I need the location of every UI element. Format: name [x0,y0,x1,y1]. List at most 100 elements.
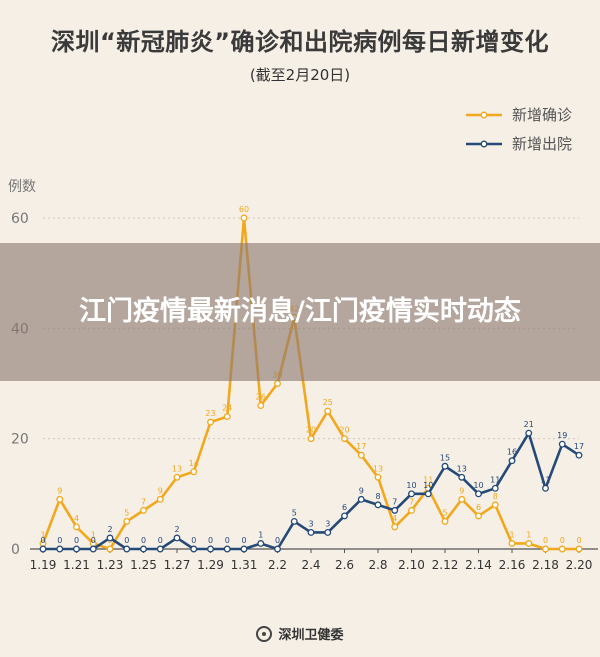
data-label: 20 [306,426,316,435]
data-label: 1 [526,530,531,539]
data-label: 17 [356,442,366,451]
data-point [207,545,214,553]
data-point [324,407,332,415]
data-point [173,534,181,542]
y-tick-label: 0 [11,542,20,558]
data-point [156,495,164,503]
x-tick-label: 2.20 [566,558,593,572]
data-label: 1 [258,530,263,539]
data-point [257,540,265,547]
data-label: 25 [323,398,333,407]
headline-text: 江门疫情最新消息/江门疫情实时动态 [79,296,521,327]
data-label: 0 [74,536,79,545]
data-label: 0 [191,536,196,545]
data-point [39,545,47,553]
data-point [106,545,114,553]
data-point [374,501,382,509]
data-point [374,473,382,481]
data-label: 3 [325,519,330,528]
data-label: 4 [392,514,397,523]
data-point [491,501,499,509]
data-label: 5 [292,508,297,517]
data-label: 8 [493,492,498,501]
data-label: 5 [442,508,447,517]
y-axis-label: 例数 [8,179,36,195]
x-tick-label: 2.4 [301,558,320,572]
data-point [123,517,131,525]
data-point [391,523,399,531]
data-label: 2 [107,525,112,534]
data-label: 0 [57,536,62,545]
source-footer: 深圳卫健委 [0,624,600,643]
data-point [525,429,533,437]
data-point [56,545,64,553]
data-label: 7 [141,497,146,506]
x-tick-label: 2.12 [432,558,459,572]
data-point [240,214,248,222]
data-point [542,484,549,492]
data-label: 23 [205,409,215,418]
data-label: 2 [174,525,179,534]
data-point [542,545,549,553]
data-point [357,495,365,503]
x-tick-label: 2.10 [398,558,425,572]
x-tick-label: 1.31 [231,558,258,572]
data-point [190,468,198,476]
data-label: 6 [342,503,347,512]
data-point [123,545,131,553]
data-point [424,490,432,498]
data-point [274,545,281,553]
data-label: 15 [440,453,450,462]
data-label: 13 [457,464,467,473]
x-tick-label: 2.6 [335,558,354,572]
data-label: 16 [507,448,517,457]
data-point [391,506,399,514]
data-point [408,506,415,514]
data-point [441,462,449,470]
data-point [357,451,365,459]
data-point [190,545,198,553]
data-point [575,545,583,553]
health-commission-logo-icon [256,625,273,642]
data-label: 0 [560,536,565,545]
data-label: 7 [409,497,414,506]
legend-marker [480,111,488,119]
chart-subtitle: (截至2月20日) [249,66,351,84]
data-point [441,517,449,525]
data-label: 0 [158,536,163,545]
data-point [223,545,231,553]
data-point [508,457,516,465]
data-point [458,473,466,481]
data-label: 11 [540,475,550,484]
legend-label: 新增出院 [512,135,572,153]
data-label: 20 [339,426,349,435]
x-tick-label: 1.29 [197,558,224,572]
data-label: 9 [459,486,464,495]
data-point [475,490,482,498]
data-label: 11 [423,475,433,484]
data-label: 9 [359,486,364,495]
data-label: 13 [172,464,182,473]
data-label: 0 [275,536,280,545]
data-label: 1 [509,530,514,539]
data-point [140,506,147,514]
x-tick-label: 1.21 [63,558,90,572]
data-label: 11 [490,475,500,484]
data-label: 1 [91,530,96,539]
data-label: 8 [375,492,380,501]
x-tick-label: 1.23 [97,558,124,572]
y-tick-label: 20 [11,432,29,448]
x-tick-label: 2.2 [268,558,287,572]
data-label: 21 [524,420,534,429]
data-point [458,495,466,503]
data-point [240,545,248,553]
data-point [558,440,566,448]
data-label: 0 [141,536,146,545]
x-tick-label: 2.14 [465,558,492,572]
data-point [156,545,164,553]
chart-title: 深圳“新冠肺炎”确诊和出院病例每日新增变化 [50,28,550,56]
data-point [274,380,281,387]
data-point [89,545,97,553]
legend-label: 新增确诊 [512,106,572,124]
